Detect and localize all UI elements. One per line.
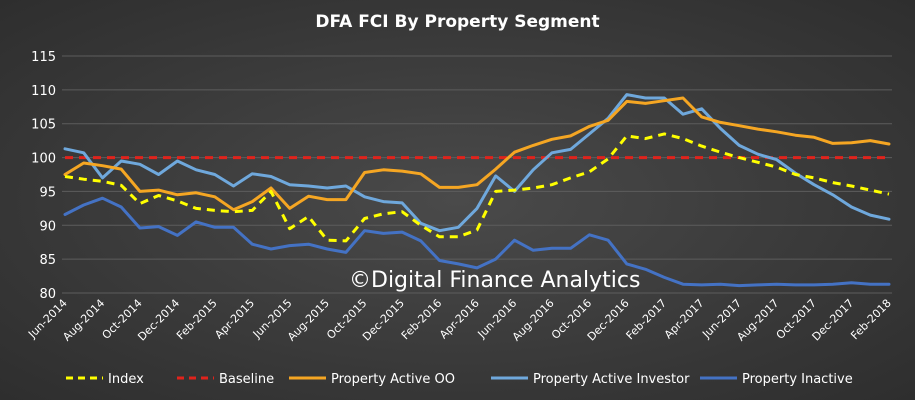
y-tick-label: 95 [39,185,56,200]
series-line-property-active-oo [63,96,891,212]
x-tick-label: Apr-2016 [437,297,482,342]
y-tick-label: 100 [31,152,56,167]
x-tick-label: Feb-2018 [848,297,894,343]
y-tick-label: 115 [31,50,56,65]
watermark-text: ©Digital Finance Analytics [349,268,641,293]
x-tick-label: Feb-2017 [624,297,670,343]
chart-title: DFA FCI By Property Segment [315,12,600,32]
x-tick-label: Apr-2015 [212,297,257,342]
series-line-property-inactive [63,196,891,288]
y-tick-label: 85 [39,253,56,268]
y-tick-label: 110 [31,84,56,99]
legend-label: Property Active OO [331,372,455,387]
series-line-index [64,132,890,243]
y-tick-label: 80 [39,287,56,302]
x-tick-label: Feb-2015 [174,297,220,343]
series-line-property-active-investor [63,93,891,233]
legend-label: Property Inactive [742,372,853,387]
x-tick-label: Feb-2016 [399,297,445,343]
x-tick-label: Apr-2017 [662,297,707,342]
y-tick-label: 105 [31,118,56,133]
legend-label: Baseline [219,372,274,387]
legend-label: Property Active Investor [533,372,690,387]
legend-label: Index [108,372,144,387]
y-tick-label: 90 [39,219,56,234]
